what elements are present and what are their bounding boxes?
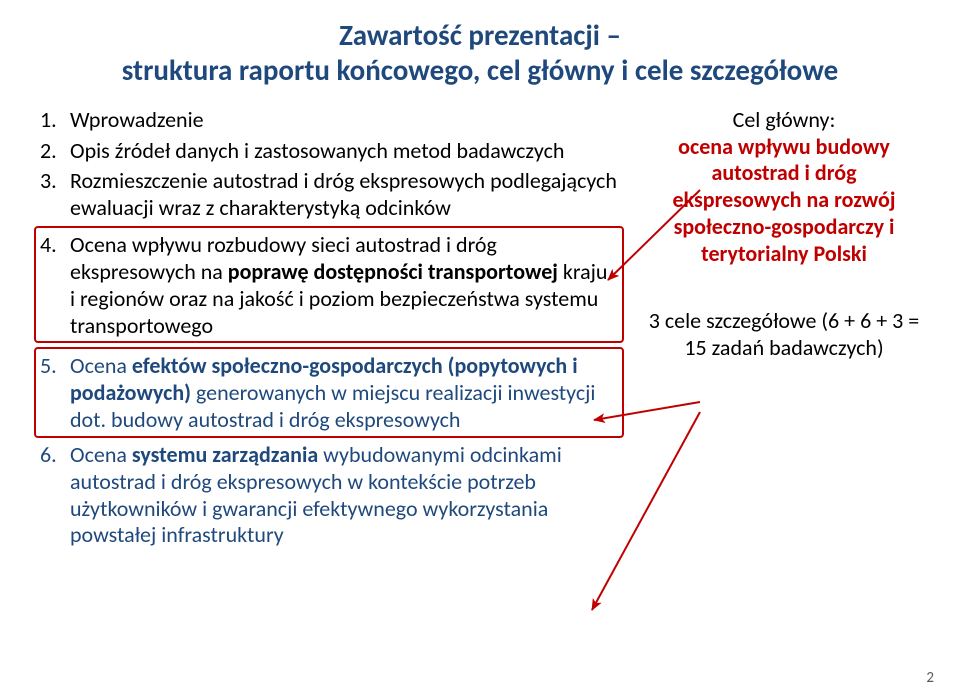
item-number: 1. — [40, 107, 70, 134]
item-text: Rozmieszczenie autostrad i dróg ekspreso… — [70, 168, 624, 222]
slide: Zawartość prezentacji – struktura raport… — [0, 0, 960, 697]
list-item: 3. Rozmieszczenie autostrad i dróg ekspr… — [40, 168, 624, 222]
item-text: Ocena systemu zarządzania wybudowanymi o… — [70, 442, 624, 549]
title-line-2: struktura raportu końcowego, cel główny … — [122, 52, 838, 88]
list-item: 4. Ocena wpływu rozbudowy sieci autostra… — [40, 232, 614, 339]
main-goal-block: Cel główny: ocena wpływu budowy autostra… — [648, 107, 920, 268]
list-item: 2. Opis źródeł danych i zastosowanych me… — [40, 138, 624, 165]
item-text: Ocena wpływu rozbudowy sieci autostrad i… — [70, 232, 614, 339]
highlighted-item-box: 4. Ocena wpływu rozbudowy sieci autostra… — [34, 226, 624, 343]
main-goal-text: ocena wpływu budowy autostrad i dróg eks… — [673, 133, 896, 267]
title-line-1: Zawartość prezentacji – — [339, 17, 621, 53]
left-column: 1. Wprowadzenie 2. Opis źródeł danych i … — [40, 107, 630, 553]
slide-title: Zawartość prezentacji – struktura raport… — [40, 18, 920, 89]
item-number: 6. — [40, 442, 70, 549]
list-item: 1. Wprowadzenie — [40, 107, 624, 134]
item-text: Ocena efektów społeczno-gospodarczych (p… — [70, 353, 614, 433]
page-number: 2 — [926, 669, 934, 687]
content-columns: 1. Wprowadzenie 2. Opis źródeł danych i … — [40, 107, 920, 553]
item-number: 3. — [40, 168, 70, 222]
item-number: 4. — [40, 232, 70, 339]
list-item: 5. Ocena efektów społeczno-gospodarczych… — [40, 353, 614, 433]
item-text: Opis źródeł danych i zastosowanych metod… — [70, 138, 624, 165]
highlighted-item-box: 5. Ocena efektów społeczno-gospodarczych… — [34, 347, 624, 437]
item-number: 5. — [40, 353, 70, 433]
item-number: 2. — [40, 138, 70, 165]
item-text: Wprowadzenie — [70, 107, 624, 134]
sub-goals-block: 3 cele szczegółowe (6 + 6 + 3 = 15 zadań… — [648, 308, 920, 362]
list-item: 6. Ocena systemu zarządzania wybudowanym… — [40, 442, 624, 549]
main-goal-label: Cel główny: — [733, 106, 836, 133]
right-column: Cel główny: ocena wpływu budowy autostra… — [630, 107, 920, 553]
